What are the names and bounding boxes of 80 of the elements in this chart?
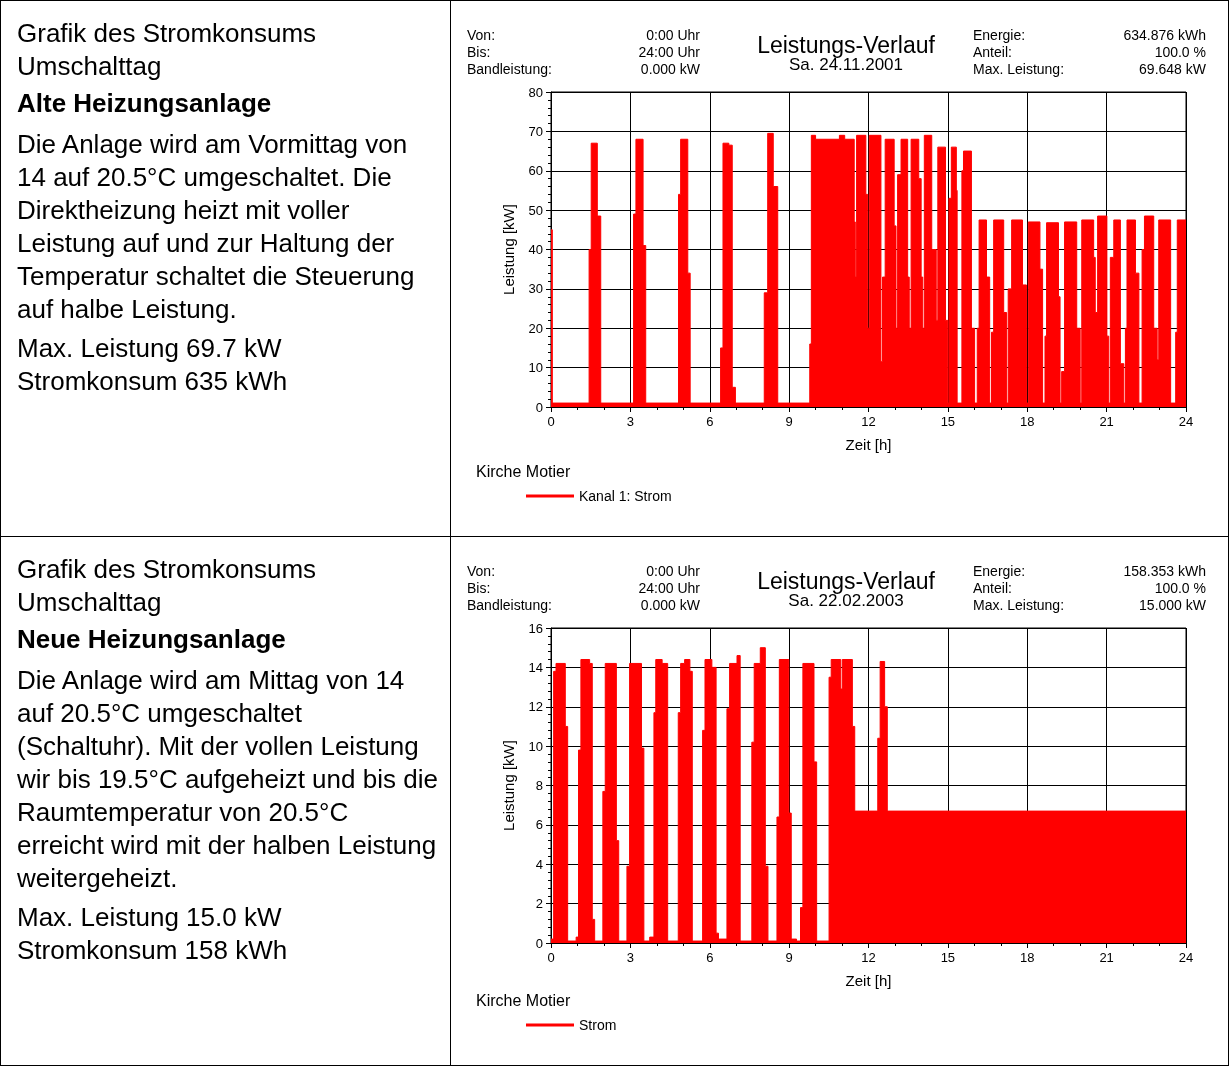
y-tick-label: 40 — [528, 242, 543, 257]
y-axis-title: Leistung [kW] — [500, 740, 517, 831]
text: Grafik des Stromkonsums Umschalttag — [17, 17, 318, 83]
legend-label: Kanal 1: Strom — [579, 488, 672, 504]
x-tick-label: 12 — [861, 950, 876, 965]
x-tick-label: 3 — [626, 950, 634, 965]
text: Von: — [467, 563, 496, 580]
text: 100.0 % — [1154, 44, 1206, 61]
y-tick-label: 14 — [528, 659, 543, 675]
text: 0.000 kW — [640, 597, 700, 614]
text: Anteil: — [973, 44, 1012, 61]
y-tick-label: 50 — [528, 202, 543, 218]
legend-label: Strom — [579, 1017, 617, 1033]
text: Bandleistung: — [467, 597, 552, 614]
y-tick-label: 60 — [528, 163, 543, 179]
y-tick-label: 16 — [528, 620, 543, 636]
x-tick-label: 6 — [706, 950, 714, 965]
text: Max. Leistung: — [973, 597, 1065, 614]
y-tick-label: 12 — [528, 699, 543, 715]
text: Grafik des Stromkonsums Umschalttag — [17, 553, 318, 619]
text: Von: — [467, 27, 496, 44]
legend-title: Kirche Motier — [476, 991, 571, 1009]
chart-title: Leistungs-Verlauf — [757, 567, 936, 594]
x-tick-label: 15 — [940, 414, 956, 429]
text: Bis: — [467, 580, 491, 597]
text: 158.353 kWh — [1123, 563, 1206, 580]
x-tick-label: 3 — [626, 414, 634, 429]
x-tick-label: 24 — [1178, 950, 1194, 965]
text: Energie: — [973, 563, 1026, 580]
chart-title: Leistungs-Verlauf — [757, 31, 936, 58]
y-axis-title: Leistung [kW] — [500, 204, 517, 295]
text: Stromkonsum 158 kWh — [17, 934, 289, 967]
x-tick-label: 24 — [1178, 414, 1194, 429]
y-tick-label: 70 — [528, 123, 543, 139]
text: Stromkonsum 635 kWh — [17, 365, 289, 398]
x-tick-label: 12 — [861, 414, 876, 429]
y-tick-label: 10 — [528, 738, 543, 754]
text: 100.0 % — [1154, 580, 1206, 597]
text: Max. Leistung 15.0 kW — [17, 901, 283, 934]
text: Max. Leistung 69.7 kW — [17, 332, 283, 365]
y-tick-label: 6 — [535, 817, 543, 833]
text: 69.648 kW — [1139, 61, 1206, 78]
text: Bis: — [467, 44, 491, 61]
x-tick-label: 21 — [1099, 950, 1114, 965]
text: Alte Heizungsanlage — [17, 87, 273, 120]
y-tick-label: 0 — [535, 935, 543, 951]
x-tick-label: 9 — [785, 414, 793, 429]
x-tick-label: 0 — [547, 950, 555, 965]
text: Bandleistung: — [467, 61, 552, 78]
x-tick-label: 9 — [785, 950, 793, 965]
y-tick-label: 4 — [535, 856, 543, 872]
x-tick-label: 6 — [706, 414, 714, 429]
text: 24:00 Uhr — [638, 44, 700, 61]
y-tick-label: 0 — [535, 399, 543, 415]
text: Anteil: — [973, 580, 1012, 597]
y-tick-label: 8 — [535, 778, 543, 793]
text: Neue Heizungsanlage — [17, 623, 287, 656]
text: Max. Leistung: — [973, 61, 1065, 78]
x-tick-label: 0 — [547, 414, 555, 429]
y-tick-label: 20 — [528, 320, 543, 336]
x-tick-label: 18 — [1020, 950, 1035, 965]
x-tick-label: 18 — [1020, 414, 1035, 429]
x-tick-label: 21 — [1099, 414, 1114, 429]
text: 0.000 kW — [640, 61, 700, 78]
y-tick-label: 30 — [528, 281, 543, 297]
y-tick-label: 80 — [528, 84, 543, 100]
text: 0:00 Uhr — [646, 563, 700, 580]
text: Energie: — [973, 27, 1026, 44]
y-tick-label: 2 — [535, 896, 543, 912]
text: 634.876 kWh — [1123, 27, 1206, 44]
y-tick-label: 10 — [528, 360, 543, 376]
x-axis-title: Zeit [h] — [845, 436, 892, 453]
text: Die Anlage wird am Vormittag von 14 auf 20.5°C umgeschaltet. Die Direktheizung heizt mit voller Leistung auf und zur Haltung der Temperatur schaltet die Steuerung auf halbe Leistung. — [17, 128, 416, 326]
x-axis-title: Zeit [h] — [845, 972, 892, 989]
text: 15.000 kW — [1139, 597, 1206, 614]
text: 24:00 Uhr — [638, 580, 700, 597]
text: 0:00 Uhr — [646, 27, 700, 44]
legend-title: Kirche Motier — [476, 462, 571, 480]
x-tick-label: 15 — [940, 950, 956, 965]
text: Die Anlage wird am Mittag von 14 auf 20.5°C umgeschaltet (Schaltuhr). Mit der vollen Leistung wir bis 19.5°C aufgeheizt und bis die Raumtemperatur von 20.5°C erreicht wird mit der halben Leistung weitergeheizt. — [17, 664, 439, 895]
